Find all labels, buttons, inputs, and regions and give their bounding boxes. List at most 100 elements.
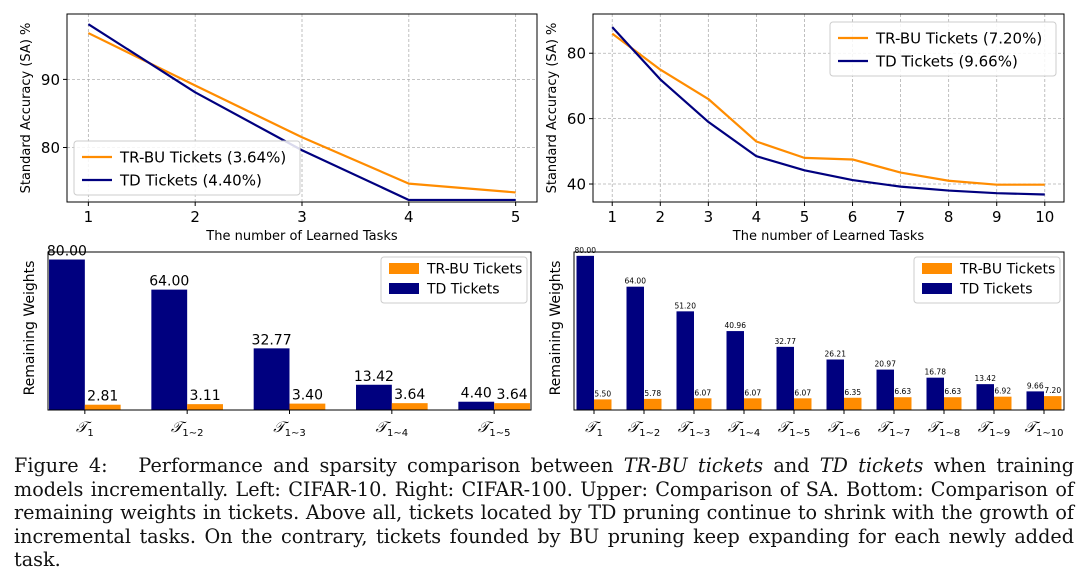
bar-trbu-1 xyxy=(644,398,662,410)
bar-value-label: 40.96 xyxy=(725,321,747,330)
bar-value-label: 13.42 xyxy=(975,374,997,383)
bar-value-label: 3.64 xyxy=(496,387,527,403)
bar-trbu-6 xyxy=(894,397,912,410)
chart-bottom-right-weights: 80.00 64.00 51.20 40.96 32.77 26.21 20.97 16.78… xyxy=(548,246,1065,439)
y-axis-label: Remaining Weights xyxy=(22,261,38,396)
bar-trbu-5 xyxy=(844,397,862,410)
caption-text-2: and xyxy=(763,454,820,477)
chart-top-left-accuracy: 1 2 3 4 5 80 90 The number of Learned Tasks Stan… xyxy=(19,13,538,244)
legend-label-1: TD Tickets (4.40%) xyxy=(119,172,262,190)
x-tick-label: 9 xyxy=(992,208,1002,226)
bar-value-label: 3.40 xyxy=(292,388,323,404)
x-tick-label: 7 xyxy=(896,208,906,226)
bar-trbu-8 xyxy=(994,396,1012,410)
bar-trbu-2 xyxy=(289,403,326,410)
bar-td-1 xyxy=(626,286,644,410)
bar-value-label: 3.64 xyxy=(394,387,425,403)
tick-subscript: 1∼2 xyxy=(182,428,203,439)
caption-text-1: Performance and sparsity comparison betw… xyxy=(138,454,624,477)
x-tick-label: 6 xyxy=(848,208,858,226)
bar-value-label: 6.07 xyxy=(694,388,711,397)
tick-subscript: 1∼2 xyxy=(639,428,660,439)
bar-value-label: 16.78 xyxy=(925,368,947,377)
x-tick-label: 𝒯1 xyxy=(585,418,603,439)
x-tick-label: 4 xyxy=(404,208,414,226)
legend-label-1: TD Tickets xyxy=(426,282,500,298)
bar-value-label: 20.97 xyxy=(875,360,897,369)
figure: 1 2 3 4 5 80 90 The number of Learned Tasks Stan… xyxy=(19,13,1065,439)
bar-trbu-3 xyxy=(391,403,428,410)
series-line-0 xyxy=(611,32,1045,186)
x-tick-label: 𝒯1∼5 xyxy=(478,418,511,439)
caption-text-3: when training models incrementally. Left… xyxy=(14,454,1074,572)
plot-frame xyxy=(573,251,1065,411)
y-tick-label: 60 xyxy=(567,110,586,128)
tick-subscript: 1∼6 xyxy=(839,428,860,439)
bar-td-4 xyxy=(776,346,794,410)
tick-subscript: 1∼5 xyxy=(489,428,510,439)
x-tick-label: 4 xyxy=(752,208,762,226)
x-tick-label: 𝒯1∼8 xyxy=(928,418,961,439)
tick-subscript: 1∼10 xyxy=(1036,428,1063,439)
legend-label-0: TR-BU Tickets (3.64%) xyxy=(119,149,286,167)
bar-td-7 xyxy=(926,377,944,410)
x-tick-label: 2 xyxy=(656,208,666,226)
legend-swatch-1 xyxy=(389,283,419,294)
y-tick-label: 80 xyxy=(41,139,60,157)
y-tick-label: 80 xyxy=(567,45,586,63)
bar-trbu-9 xyxy=(1044,396,1062,410)
legend-swatch-0 xyxy=(389,263,419,274)
bar-value-label: 64.00 xyxy=(625,277,647,286)
bar-value-label: 6.35 xyxy=(844,388,861,397)
tick-subscript: 1∼4 xyxy=(387,428,408,439)
bar-td-6 xyxy=(876,369,894,410)
chart-top-right-accuracy: 1 2 3 4 5 6 7 8 9 10 40 60 80 The number of Learned T… xyxy=(545,13,1065,244)
caption-label: Figure 4: xyxy=(14,454,108,477)
x-tick-label: 𝒯1∼5 xyxy=(778,418,811,439)
tick-subscript: 1∼8 xyxy=(939,428,960,439)
x-tick-label: 𝒯1∼9 xyxy=(978,418,1011,439)
bar-td-0 xyxy=(49,259,85,410)
tick-subscript: 1∼3 xyxy=(689,428,710,439)
bar-trbu-7 xyxy=(944,397,962,410)
bar-value-label: 2.81 xyxy=(87,389,118,405)
x-tick-label: 𝒯1∼3 xyxy=(273,418,306,439)
legend-box xyxy=(73,140,301,196)
bar-trbu-0 xyxy=(594,399,612,410)
series-line-0 xyxy=(87,32,516,194)
x-tick-label: 𝒯1∼2 xyxy=(171,418,204,439)
bar-value-label: 3.11 xyxy=(189,388,220,404)
legend-box xyxy=(829,21,1057,77)
series-line-1 xyxy=(87,23,516,202)
tick-subscript: 1∼9 xyxy=(989,428,1010,439)
x-tick-label: 3 xyxy=(297,208,307,226)
bar-td-8 xyxy=(976,384,994,410)
x-tick-label: 2 xyxy=(190,208,200,226)
x-tick-label: 𝒯1∼10 xyxy=(1025,418,1064,439)
bar-value-label: 6.07 xyxy=(744,388,761,397)
bar-value-label: 5.78 xyxy=(644,389,661,398)
x-tick-label: 𝒯1∼6 xyxy=(828,418,861,439)
bar-value-label: 6.63 xyxy=(894,387,911,396)
legend-swatch-0 xyxy=(922,263,952,274)
y-tick-label: 40 xyxy=(567,176,586,194)
x-tick-label: 𝒯1∼2 xyxy=(628,418,661,439)
tick-subscript: 1∼5 xyxy=(789,428,810,439)
series-line-1 xyxy=(611,26,1045,196)
bar-td-1 xyxy=(151,289,188,410)
x-tick-label: 5 xyxy=(511,208,521,226)
y-axis-label: Remaining Weights xyxy=(548,261,564,396)
legend-label-1: TD Tickets (9.66%) xyxy=(875,53,1018,71)
x-tick-label: 3 xyxy=(704,208,714,226)
bar-value-label: 51.20 xyxy=(675,301,697,310)
bar-value-label: 5.50 xyxy=(594,389,611,398)
bar-value-label: 26.21 xyxy=(825,349,847,358)
bar-value-label: 6.07 xyxy=(794,388,811,397)
bar-trbu-4 xyxy=(494,403,530,410)
tick-subscript: 1 xyxy=(597,428,603,439)
caption-emph-trbu: TR-BU tickets xyxy=(623,454,764,477)
bar-td-2 xyxy=(676,311,694,410)
tick-subscript: 1∼3 xyxy=(285,428,306,439)
x-tick-label: 1 xyxy=(84,208,94,226)
bar-value-label: 64.00 xyxy=(149,274,189,290)
